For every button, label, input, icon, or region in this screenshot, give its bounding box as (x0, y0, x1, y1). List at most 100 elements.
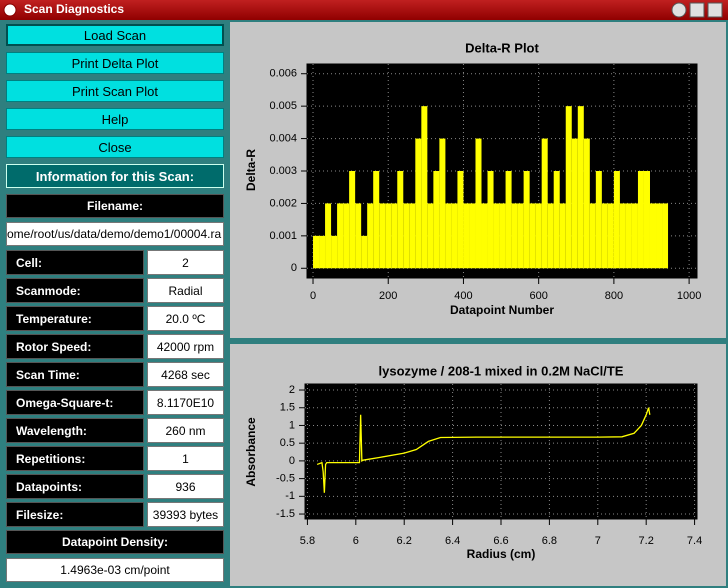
bar (643, 171, 650, 269)
bar (457, 171, 464, 269)
bar (565, 106, 572, 269)
field-label: Temperature: (6, 306, 144, 331)
x-tick-label: 7.4 (687, 535, 702, 547)
app-icon (3, 3, 17, 17)
field-label: Wavelength: (6, 418, 144, 443)
title-bar-icons: Scan Diagnostics (3, 2, 723, 18)
field-label: Filesize: (6, 502, 144, 527)
bar (535, 203, 542, 269)
bar (415, 138, 422, 269)
bar (391, 203, 398, 269)
y-tick-label: 0.003 (269, 165, 297, 177)
field-value: 42000 rpm (147, 334, 224, 359)
field-label: Datapoints: (6, 474, 144, 499)
bar (553, 171, 560, 269)
bar (619, 203, 626, 269)
bar (409, 203, 416, 269)
x-tick-label: 6.8 (542, 535, 557, 547)
x-axis-label: Datapoint Number (450, 303, 554, 317)
y-tick-label: 0.006 (269, 68, 297, 80)
bar (439, 138, 446, 269)
bar (631, 203, 638, 269)
filename-label: Filename: (6, 194, 224, 218)
button[interactable]: Print Scan Plot (6, 80, 224, 102)
delta-plot: Delta-R Plot Datapoint Number Delta-R 0 0.00… (244, 40, 701, 317)
bar (403, 203, 410, 269)
button[interactable]: Close (6, 136, 224, 158)
x-tick-label: 6 (353, 535, 359, 547)
bar (427, 203, 434, 269)
x-tick-label: 0 (310, 290, 316, 302)
field-value: 936 (147, 474, 224, 499)
x-tick-label: 6.6 (493, 535, 508, 547)
bar (637, 171, 644, 269)
bar (607, 203, 614, 269)
density-value: 1.4963e-03 cm/point (6, 558, 224, 582)
bar (487, 171, 494, 269)
bar (613, 171, 620, 269)
bar (433, 171, 440, 269)
filename-field[interactable]: ome/root/us/data/demo/demo1/00004.ra (6, 222, 224, 246)
bar (505, 171, 512, 269)
field-value: 39393 bytes (147, 502, 224, 527)
bar (313, 235, 320, 269)
bar (649, 203, 657, 269)
bar (523, 171, 530, 269)
bar (463, 203, 470, 269)
bar (475, 138, 482, 269)
bar (547, 203, 554, 269)
close-button[interactable] (707, 2, 723, 18)
x-tick-label: 600 (529, 290, 547, 302)
bar (662, 203, 669, 269)
bar (583, 138, 590, 269)
bar (331, 235, 338, 269)
field-label: Repetitions: (6, 446, 144, 471)
bar (421, 106, 428, 269)
x-tick-label: 5.8 (300, 535, 315, 547)
bar (625, 203, 632, 269)
bar (559, 203, 566, 269)
bar (481, 203, 488, 269)
y-tick-label: 0.005 (269, 100, 297, 112)
button[interactable]: Load Scan (6, 24, 224, 46)
bar (571, 138, 578, 269)
y-tick-label: 0 (289, 455, 295, 467)
button[interactable]: Help (6, 108, 224, 130)
y-tick-label: 1 (289, 419, 295, 431)
bar (577, 106, 584, 269)
maximize-button[interactable] (689, 2, 705, 18)
bar (349, 171, 356, 269)
field-value: 8.1170E10 (147, 390, 224, 415)
bar (517, 203, 524, 269)
button[interactable]: Print Delta Plot (6, 52, 224, 74)
field-value: 2 (147, 250, 224, 275)
bar (493, 203, 500, 269)
field-label: Cell: (6, 250, 144, 275)
y-tick-label: 0 (291, 262, 297, 274)
bar (499, 203, 506, 269)
bar (445, 203, 452, 269)
bar (379, 203, 386, 269)
x-tick-label: 800 (605, 290, 623, 302)
y-tick-label: 1.5 (280, 402, 295, 414)
x-tick-label: 7.2 (639, 535, 654, 547)
field-label: Scan Time: (6, 362, 144, 387)
bar (385, 203, 392, 269)
bar (601, 203, 608, 269)
chart-title: Delta-R Plot (465, 40, 539, 55)
bar (451, 203, 458, 269)
bar (469, 203, 476, 269)
bar (397, 171, 404, 269)
minimize-button[interactable] (671, 2, 687, 18)
field-label: Scanmode: (6, 278, 144, 303)
x-tick-label: 400 (454, 290, 472, 302)
bar (529, 203, 536, 269)
bar (595, 171, 602, 269)
bar (373, 171, 380, 269)
y-axis-label: Delta-R (244, 149, 258, 191)
field-value: 20.0 ºC (147, 306, 224, 331)
data-line (316, 407, 651, 493)
y-tick-label: 0.001 (269, 230, 297, 242)
scan-plot: lysozyme / 208-1 mixed in 0.2M NaCl/TE Ra… (244, 363, 702, 561)
x-tick-label: 6.2 (397, 535, 412, 547)
